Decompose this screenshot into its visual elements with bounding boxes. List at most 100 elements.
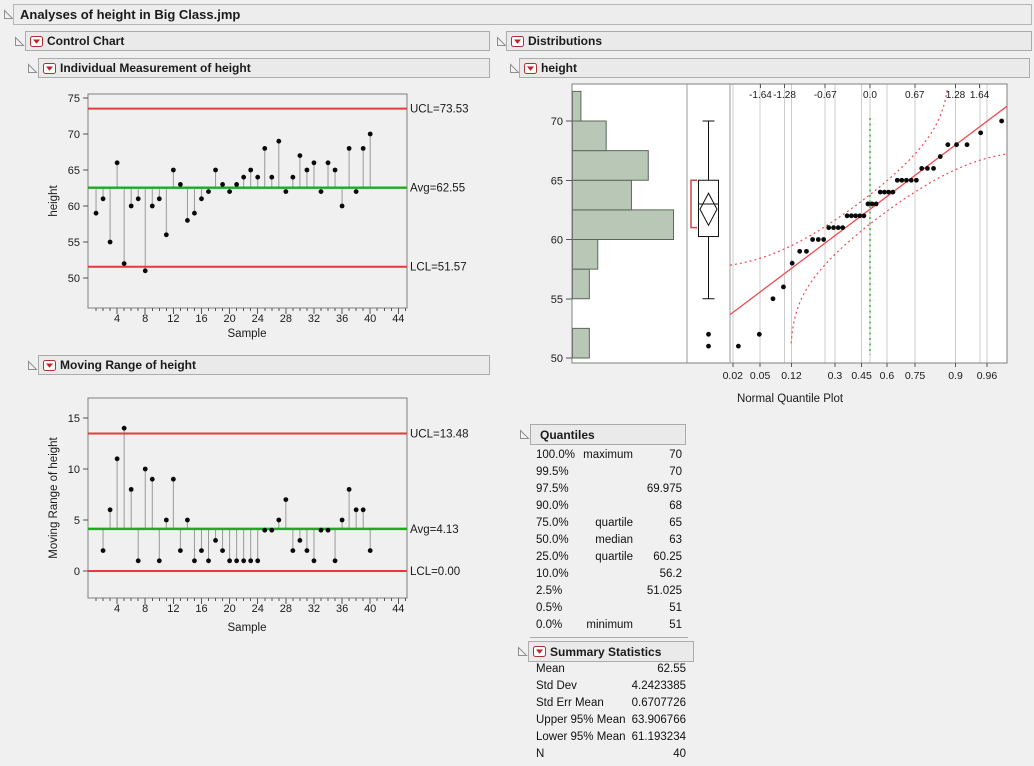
data-point[interactable] [821, 237, 827, 242]
data-point[interactable] [853, 213, 858, 219]
data-point[interactable] [135, 558, 141, 564]
histogram-bar[interactable] [572, 179, 632, 211]
data-point[interactable] [276, 517, 282, 523]
individual-measurement-chart[interactable]: UCL=73.53 Avg=62.55 LCL=51.57 50 55 60 65 70 75 4… [0, 85, 492, 353]
data-point[interactable] [100, 548, 106, 553]
data-point[interactable] [826, 225, 832, 231]
data-point[interactable] [297, 153, 303, 158]
moving-range-header[interactable]: Moving Range of height [38, 355, 490, 375]
data-point[interactable] [857, 213, 863, 219]
data-point[interactable] [789, 260, 795, 266]
data-point[interactable] [248, 167, 254, 173]
data-point[interactable] [346, 146, 352, 151]
data-point[interactable] [360, 507, 366, 513]
data-point[interactable] [121, 261, 127, 266]
data-point[interactable] [220, 182, 225, 187]
red-menu-icon[interactable] [511, 35, 524, 47]
red-menu-icon[interactable] [43, 359, 56, 371]
data-point[interactable] [844, 213, 850, 219]
data-point[interactable] [177, 182, 183, 187]
histogram-bar[interactable] [572, 150, 649, 181]
disclosure-triangle[interactable] [496, 36, 507, 47]
summary-statistics-header[interactable]: Summary Statistics [528, 641, 694, 662]
data-point[interactable] [276, 138, 282, 144]
data-point[interactable] [177, 548, 183, 553]
data-point[interactable] [831, 225, 836, 231]
data-point[interactable] [199, 548, 204, 553]
outlier-point[interactable] [706, 331, 711, 337]
data-point[interactable] [840, 225, 846, 231]
outlier-point[interactable] [706, 343, 711, 349]
data-point[interactable] [937, 154, 943, 159]
data-point[interactable] [318, 527, 324, 533]
histogram-bar[interactable] [572, 268, 590, 300]
data-point[interactable] [835, 225, 841, 231]
data-point[interactable] [890, 189, 896, 195]
data-point[interactable] [931, 166, 936, 171]
data-point[interactable] [227, 558, 233, 564]
data-point[interactable] [213, 538, 218, 543]
data-point[interactable] [304, 548, 310, 553]
data-point[interactable] [142, 268, 148, 274]
data-point[interactable] [241, 174, 247, 180]
data-point[interactable] [325, 527, 331, 533]
data-point[interactable] [882, 189, 887, 195]
data-point[interactable] [848, 213, 854, 219]
disclosure-triangle[interactable] [3, 9, 14, 20]
red-menu-icon[interactable] [30, 35, 43, 47]
disclosure-triangle[interactable] [14, 36, 25, 47]
histogram-bar[interactable] [572, 209, 675, 240]
histogram-bar[interactable] [572, 239, 599, 270]
data-point[interactable] [353, 507, 359, 513]
data-point[interactable] [234, 558, 240, 564]
data-point[interactable] [114, 456, 120, 462]
data-point[interactable] [945, 142, 951, 148]
data-point[interactable] [924, 166, 930, 171]
data-point[interactable] [128, 203, 134, 209]
disclosure-triangle[interactable] [27, 63, 38, 74]
data-point[interactable] [234, 182, 240, 187]
data-point[interactable] [999, 118, 1005, 124]
data-point[interactable] [367, 131, 373, 137]
data-point[interactable] [360, 146, 366, 151]
data-point[interactable] [804, 248, 809, 254]
data-point[interactable] [325, 160, 331, 166]
data-point[interactable] [255, 558, 261, 564]
data-point[interactable] [353, 189, 359, 194]
data-point[interactable] [735, 343, 741, 349]
height-header[interactable]: height [519, 58, 1030, 78]
data-point[interactable] [185, 517, 190, 523]
control-chart-header[interactable]: Control Chart [25, 31, 490, 51]
data-point[interactable] [954, 142, 959, 148]
data-point[interactable] [192, 558, 197, 564]
data-point[interactable] [269, 527, 275, 533]
height-distribution-plot[interactable]: 50 55 60 65 70 -1.64 -1.28 -0.67 0.0 0.67 1.28 1.64… [505, 82, 1034, 412]
data-point[interactable] [213, 167, 218, 173]
data-point[interactable] [919, 166, 925, 171]
data-point[interactable] [297, 538, 303, 543]
data-point[interactable] [227, 189, 233, 194]
moving-range-chart[interactable]: UCL=13.48 Avg=4.13 LCL=0.00 0 5 10 15 4 8 12 16 20 2… [0, 385, 492, 645]
distributions-header[interactable]: Distributions [506, 31, 1032, 51]
data-point[interactable] [248, 558, 254, 564]
data-point[interactable] [262, 146, 268, 151]
data-point[interactable] [262, 527, 268, 533]
data-point[interactable] [339, 517, 345, 523]
data-point[interactable] [149, 476, 155, 482]
data-point[interactable] [781, 284, 786, 290]
data-point[interactable] [311, 160, 317, 166]
data-point[interactable] [269, 174, 275, 180]
data-point[interactable] [135, 196, 141, 202]
data-point[interactable] [869, 201, 875, 207]
data-point[interactable] [913, 177, 919, 183]
data-point[interactable] [770, 296, 776, 302]
data-point[interactable] [170, 167, 176, 173]
data-point[interactable] [908, 177, 914, 183]
data-point[interactable] [100, 196, 106, 202]
data-point[interactable] [339, 203, 345, 209]
red-menu-icon[interactable] [533, 646, 546, 657]
data-point[interactable] [192, 210, 197, 216]
data-point[interactable] [877, 189, 883, 195]
data-point[interactable] [128, 487, 134, 492]
data-point[interactable] [304, 167, 310, 173]
